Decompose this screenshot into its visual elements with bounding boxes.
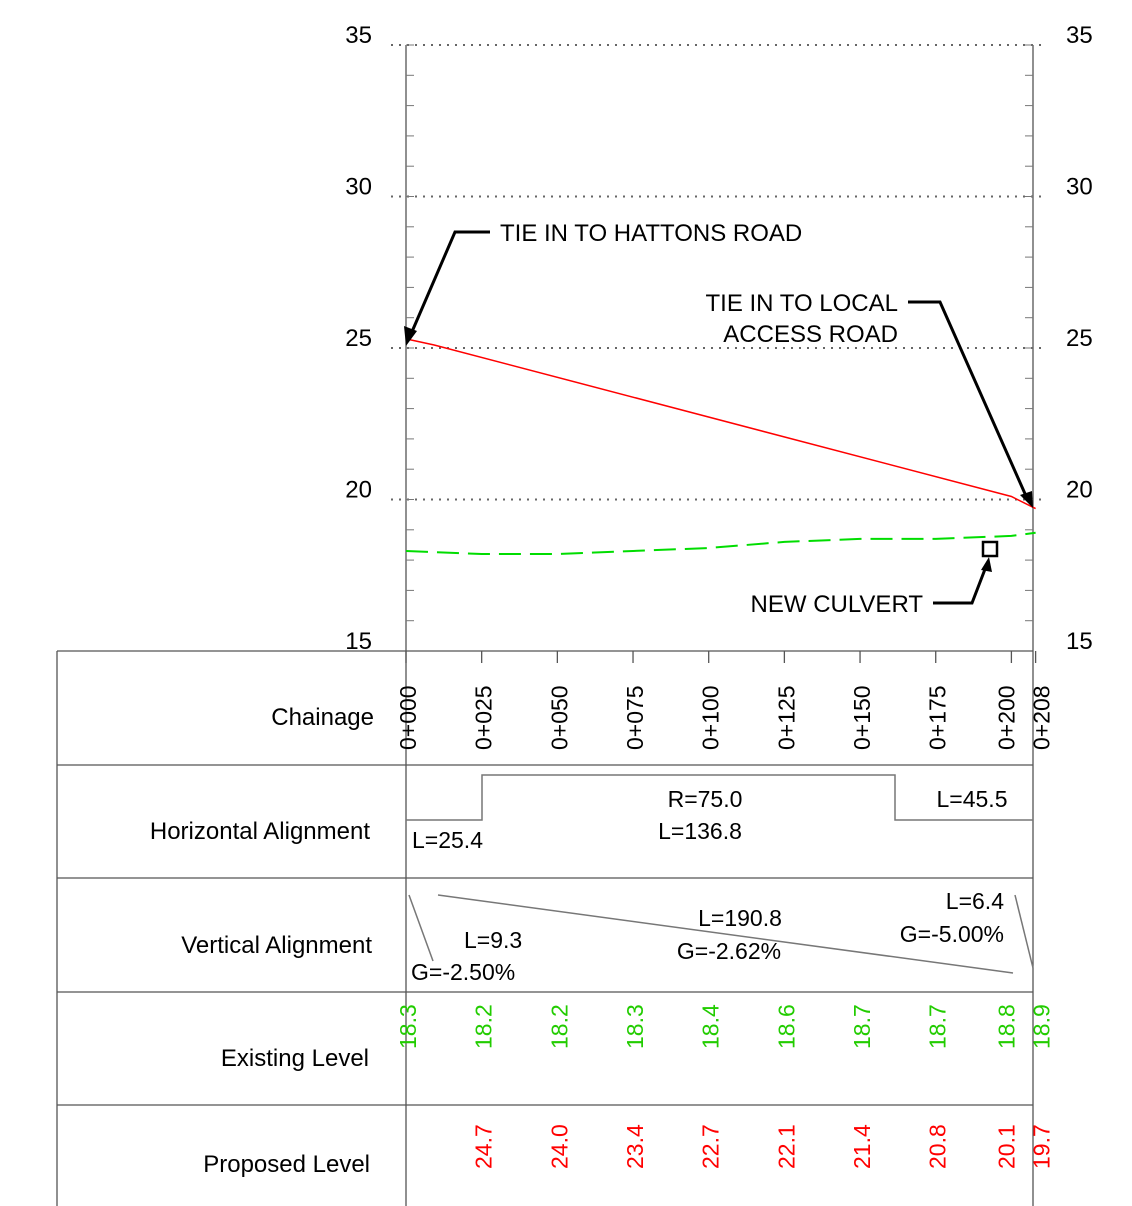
- horizontal-alignment-line: [406, 774, 1033, 821]
- y-tick-label-right: 30: [1066, 174, 1093, 201]
- annotation-hattons-road: TIE IN TO HATTONS ROAD: [500, 220, 802, 247]
- proposed-level-value: 23.4: [622, 1124, 648, 1169]
- existing-level-line: [405, 531, 1036, 555]
- arrowhead-new-culvert: [981, 557, 992, 572]
- proposed-level-value: 21.4: [849, 1124, 875, 1169]
- v-grade-1-line: [408, 894, 434, 962]
- v-grade-2-value: G=-2.62%: [677, 938, 781, 964]
- culvert-marker: [981, 540, 999, 558]
- existing-level-value: 18.4: [698, 1004, 724, 1049]
- row-label: Horizontal Alignment: [150, 818, 370, 845]
- arrowhead-hattons-road: [404, 326, 417, 346]
- v-grade-1-length: L=9.3: [464, 927, 522, 953]
- row-label: Existing Level: [221, 1045, 369, 1072]
- y-tick-label-left: 35: [345, 22, 372, 49]
- y-tick-label-right: 15: [1066, 628, 1093, 655]
- h-straight-1: L=25.4: [412, 827, 483, 853]
- existing-level-value: 18.7: [925, 1004, 951, 1049]
- annotation-local-access-2: ACCESS ROAD: [723, 321, 898, 348]
- leader-new-culvert: [933, 563, 989, 605]
- existing-level-value: 18.3: [622, 1004, 648, 1049]
- proposed-level-value: 19.7: [1029, 1124, 1055, 1169]
- proposed-level-value: 22.1: [773, 1124, 799, 1169]
- v-grade-1-value: G=-2.50%: [411, 959, 515, 985]
- existing-level-value: 18.7: [849, 1004, 875, 1049]
- chainage-label: 0+150: [849, 685, 875, 750]
- chainage-label: 0+100: [698, 685, 724, 750]
- chainage-label: 0+125: [773, 685, 799, 750]
- v-grade-3-length: L=6.4: [946, 888, 1004, 914]
- proposed-level-value: 22.7: [698, 1124, 724, 1169]
- chainage-label: 0+208: [1029, 685, 1055, 750]
- existing-level-value: 18.6: [773, 1004, 799, 1049]
- v-grade-2-line: [437, 894, 1014, 974]
- y-tick-label-left: 20: [345, 477, 372, 504]
- existing-level-value: 18.9: [1029, 1004, 1055, 1049]
- chainage-label: 0+175: [925, 685, 951, 750]
- h-straight-2: L=45.5: [937, 786, 1008, 812]
- chainage-label: 0+050: [546, 685, 572, 750]
- leader-local-access: [908, 300, 1028, 497]
- proposed-level-value: 20.8: [925, 1124, 951, 1169]
- grid-lines: [391, 44, 1043, 501]
- row-label: Vertical Alignment: [181, 932, 372, 959]
- existing-level-value: 18.2: [471, 1004, 497, 1049]
- annotation-new-culvert: NEW CULVERT: [751, 591, 924, 618]
- chainage-label: 0+075: [622, 685, 648, 750]
- existing-level-value: 18.2: [546, 1004, 572, 1049]
- y-tick-label-left: 30: [345, 174, 372, 201]
- v-grade-3-value: G=-5.00%: [900, 921, 1004, 947]
- annotation-local-access-1: TIE IN TO LOCAL: [705, 290, 898, 317]
- h-curve-length: L=136.8: [658, 818, 742, 844]
- h-curve-radius: R=75.0: [668, 786, 743, 812]
- v-grade-2-length: L=190.8: [698, 905, 782, 931]
- existing-level-value: 18.3: [395, 1004, 421, 1049]
- existing-level-value: 18.8: [993, 1004, 1019, 1049]
- v-grade-3-line: [1014, 894, 1034, 969]
- proposed-level-value: 24.0: [546, 1124, 572, 1169]
- chainage-label: 0+025: [471, 685, 497, 750]
- y-tick-label-right: 20: [1066, 477, 1093, 504]
- y-tick-label-right: 25: [1066, 325, 1093, 352]
- band-table: Chainage Horizontal Alignment Vertical Ali…: [56, 650, 1055, 1206]
- annotations: TIE IN TO HATTONS ROAD TIE IN TO LOCAL ACC…: [404, 220, 1033, 618]
- proposed-level-value: 20.1: [993, 1124, 1019, 1169]
- proposed-level-line: [405, 338, 1036, 510]
- chainage-label: 0+200: [993, 685, 1019, 750]
- y-tick-label-right: 35: [1066, 22, 1093, 49]
- row-label: Proposed Level: [203, 1151, 370, 1178]
- row-label: Chainage: [271, 704, 374, 731]
- proposed-level-value: 24.7: [471, 1124, 497, 1169]
- y-tick-label-left: 25: [345, 325, 372, 352]
- profile-lines: [405, 338, 1036, 555]
- leader-hattons-road: [409, 230, 490, 335]
- arrowhead-local-access: [1020, 491, 1033, 508]
- chainage-label: 0+000: [395, 685, 421, 750]
